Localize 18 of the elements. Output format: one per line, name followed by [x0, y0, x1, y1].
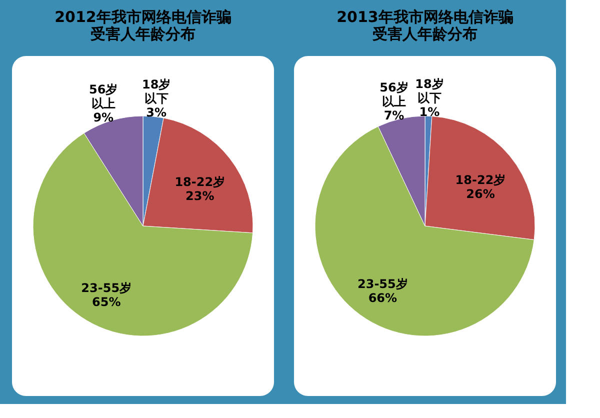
data-label: 65% [92, 294, 121, 309]
data-label: 7% [384, 108, 404, 122]
data-label: 26% [466, 187, 495, 202]
slice-label: 18岁以下 [415, 77, 444, 106]
slice-label: 23-55岁 [357, 277, 408, 292]
data-label: 23% [186, 188, 214, 203]
chart-title: 2012年我市网络电信诈骗受害人年龄分布 [54, 8, 232, 43]
data-label: 66% [368, 291, 398, 306]
chart-title: 2013年我市网络电信诈骗受害人年龄分布 [336, 8, 514, 43]
slice-label: 56岁以上 [380, 80, 408, 108]
slice-label: 18-22岁 [455, 173, 506, 188]
data-label: 9% [93, 110, 114, 125]
slice-label: 18-22岁 [174, 174, 226, 189]
slice-label: 18岁以下 [142, 78, 171, 106]
data-label: 1% [419, 105, 440, 120]
data-label: 3% [146, 106, 167, 120]
slice-label: 23-55岁 [81, 280, 132, 295]
slice-label: 56岁以上 [89, 82, 118, 111]
